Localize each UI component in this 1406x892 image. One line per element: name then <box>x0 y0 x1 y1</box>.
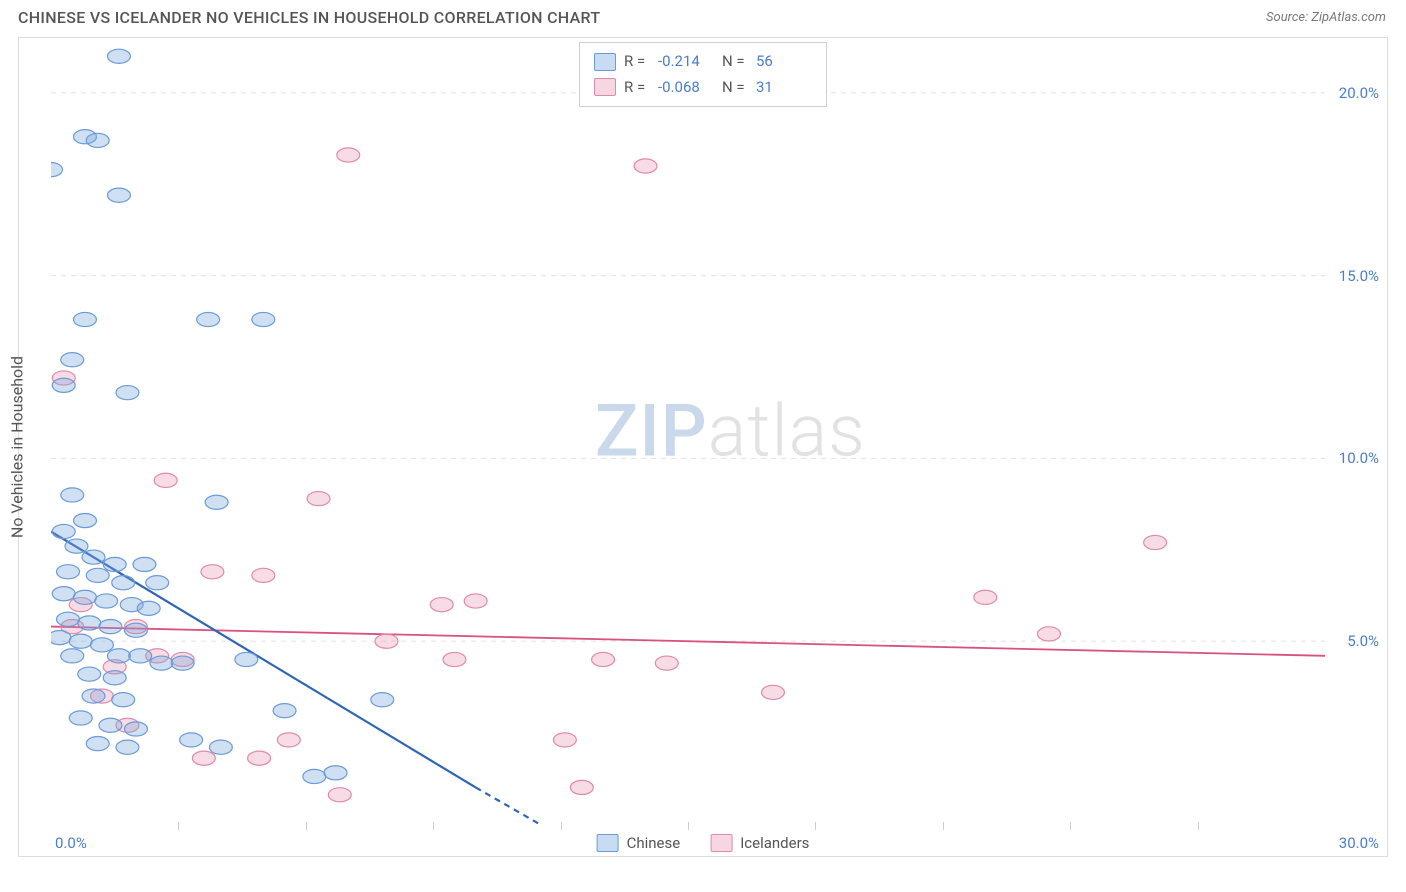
legend-label-a: Chinese <box>627 834 681 852</box>
stats-legend-box: R = -0.214 N = 56 R = -0.068 N = 31 <box>579 42 827 107</box>
stats-r-value-b: -0.068 <box>658 75 714 101</box>
bottom-legend: Chinese Icelanders <box>597 834 810 852</box>
plot-area <box>51 38 1325 824</box>
y-tick-label: 20.0% <box>1339 84 1379 102</box>
swatch-a-icon <box>594 53 616 71</box>
x-tick-mark <box>306 822 307 830</box>
y-tick-label: 5.0% <box>1347 632 1379 650</box>
x-tick-mark <box>815 822 816 830</box>
stats-n-value-a: 56 <box>756 49 812 75</box>
stats-n-label-a: N = <box>722 49 748 75</box>
stats-r-label-a: R = <box>624 49 650 75</box>
x-tick-mark <box>1070 822 1071 830</box>
x-tick-end: 30.0% <box>1339 834 1379 852</box>
stats-row-b: R = -0.068 N = 31 <box>594 75 812 101</box>
x-tick-mark <box>178 822 179 830</box>
x-tick-mark <box>688 822 689 830</box>
source-label: Source: ZipAtlas.com <box>1266 10 1386 25</box>
stats-row-a: R = -0.214 N = 56 <box>594 49 812 75</box>
legend-label-b: Icelanders <box>740 834 809 852</box>
y-tick-label: 15.0% <box>1339 267 1379 285</box>
legend-swatch-a-icon <box>597 834 619 852</box>
stats-n-value-b: 31 <box>756 75 812 101</box>
x-tick-mark <box>943 822 944 830</box>
chart-svg <box>51 38 1325 824</box>
x-tick-mark <box>1198 822 1199 830</box>
legend-item-a: Chinese <box>597 834 681 852</box>
swatch-b-icon <box>594 78 616 96</box>
stats-r-value-a: -0.214 <box>658 49 714 75</box>
y-axis-label: No Vehicles in Household <box>8 356 27 538</box>
legend-item-b: Icelanders <box>710 834 809 852</box>
x-tick-mark <box>433 822 434 830</box>
y-tick-label: 10.0% <box>1339 449 1379 467</box>
x-tick-mark <box>561 822 562 830</box>
x-tick-zero: 0.0% <box>55 834 87 852</box>
stats-n-label-b: N = <box>722 75 748 101</box>
chart-container: No Vehicles in Household ZIPatlas R = -0… <box>18 37 1388 857</box>
legend-swatch-b-icon <box>710 834 732 852</box>
stats-r-label-b: R = <box>624 75 650 101</box>
chart-title: CHINESE VS ICELANDER NO VEHICLES IN HOUS… <box>18 8 600 27</box>
